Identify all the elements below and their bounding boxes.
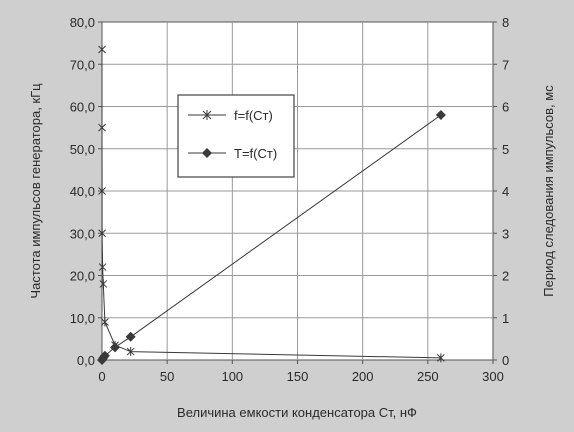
x-tick-label: 50	[160, 369, 174, 384]
data-point-diamond	[110, 342, 121, 353]
legend-marker-star	[202, 110, 212, 120]
y-axis-title: Частота импульсов генератора, кГц	[28, 83, 43, 299]
data-point-diamond	[99, 350, 110, 361]
data-point-star	[98, 44, 106, 54]
y2-tick-label: 1	[502, 311, 509, 326]
x-tick-label: 0	[98, 369, 105, 384]
legend-marker-diamond	[202, 148, 212, 158]
legend-label-t: T=f(Ст)	[234, 146, 277, 161]
legend: f=f(Ст) T=f(Ст)	[177, 94, 295, 178]
y-tick-label: 60,0	[70, 100, 95, 115]
y-tick-label: 20,0	[70, 269, 95, 284]
x-tick-label: 300	[482, 369, 504, 384]
x-tick-label: 200	[352, 369, 374, 384]
data-point-star	[98, 262, 107, 272]
series-layer	[97, 44, 446, 365]
series-line-f	[101, 49, 441, 359]
data-point-star	[98, 123, 106, 133]
y-tick-label: 10,0	[70, 311, 95, 326]
legend-box	[177, 94, 295, 178]
y-tick-label: 40,0	[70, 184, 95, 199]
y-tick-label: 80,0	[70, 15, 95, 30]
data-point-diamond	[125, 331, 136, 342]
data-point-star	[99, 279, 108, 289]
data-point-star	[437, 353, 445, 363]
grid	[98, 21, 497, 364]
data-point-star	[101, 317, 109, 327]
y-tick-label: 0,0	[77, 353, 95, 368]
x-tick-label: 250	[417, 369, 439, 384]
y2-tick-label: 0	[502, 353, 509, 368]
x-axis-title: Величина емкости конденсатора Ст, нФ	[177, 405, 417, 420]
y2-tick-label: 2	[502, 269, 509, 284]
data-point-star	[126, 347, 135, 357]
x-tick-label: 150	[287, 369, 309, 384]
y2-tick-label: 8	[502, 15, 509, 30]
tick-labels: 0 50 100 150 200 250 3000,010,020,030,040,050,…	[70, 15, 510, 384]
y-tick-label: 30,0	[70, 226, 95, 241]
legend-label-f: f=f(Ст)	[234, 108, 273, 123]
y-tick-label: 50,0	[70, 142, 95, 157]
data-point-star	[98, 228, 106, 238]
y2-tick-label: 5	[502, 142, 509, 157]
y-tick-label: 70,0	[70, 57, 95, 72]
x-tick-label: 100	[221, 369, 243, 384]
y2-tick-label: 3	[502, 226, 509, 241]
data-point-star	[98, 186, 106, 196]
y2-tick-label: 4	[502, 184, 509, 199]
y2-tick-label: 7	[502, 57, 509, 72]
y2-axis-title: Период следования импульсов, мс	[541, 85, 556, 297]
data-point-diamond	[435, 109, 446, 120]
y2-tick-label: 6	[502, 100, 509, 115]
